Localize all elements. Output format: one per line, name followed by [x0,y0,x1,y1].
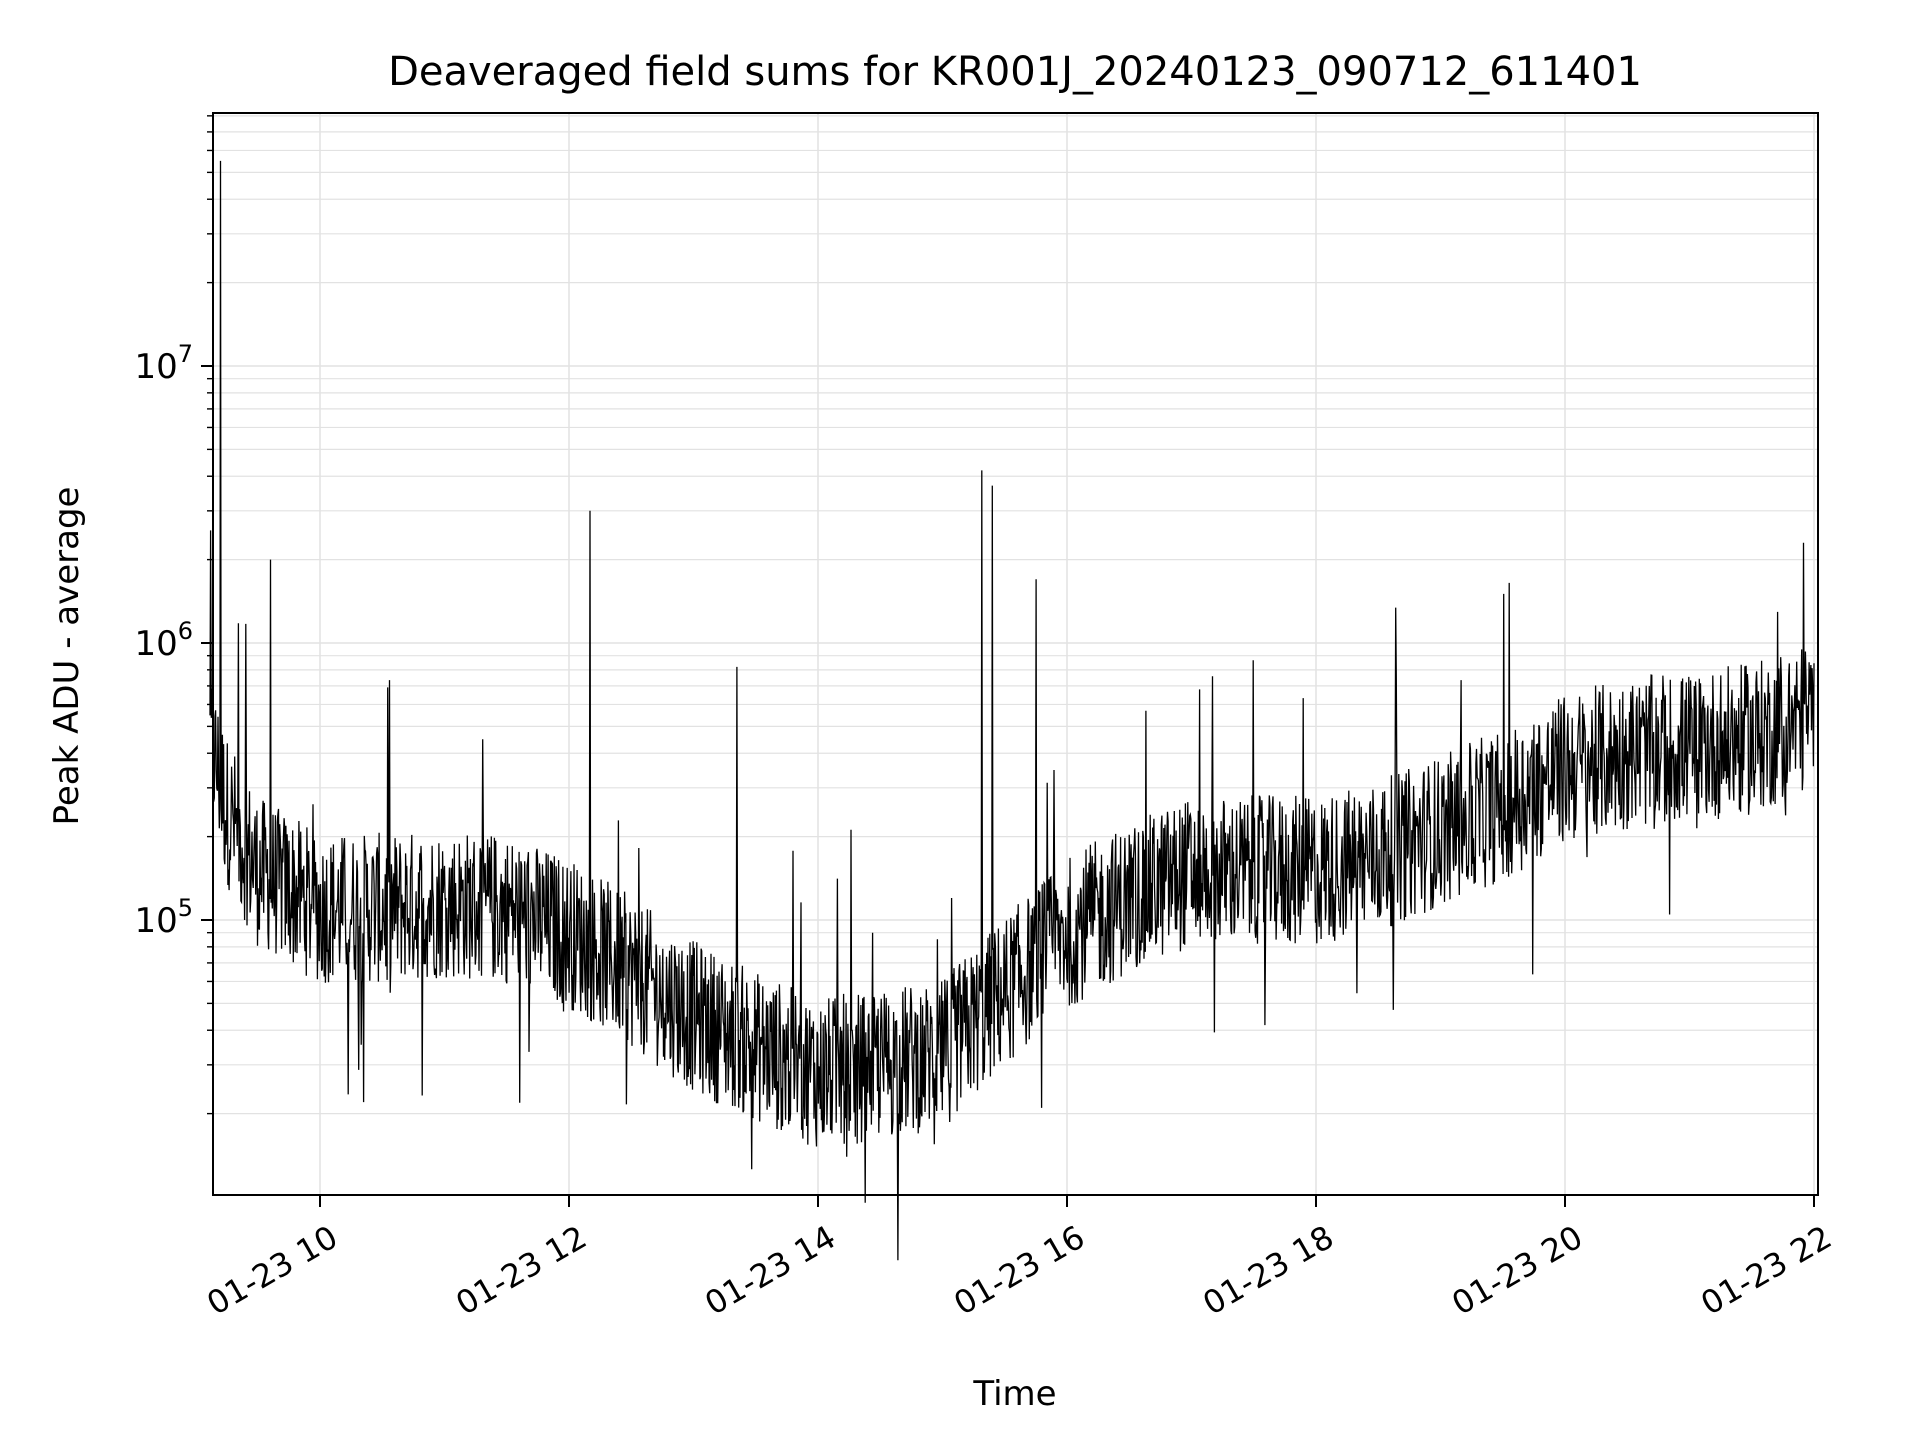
y-tick-label: 107 [134,340,193,387]
y-axis-ticks: 105 106 107 [134,115,213,1115]
y-axis-label: Peak ADU - average [47,487,87,826]
series-layer [209,160,1815,1261]
grid [213,113,1818,1195]
chart-title: Deaveraged field sums for KR001J_2024012… [388,49,1642,95]
x-axis-label: Time [972,1374,1056,1414]
series-line [209,160,1815,1261]
plot-frame [212,112,1819,1196]
y-tick-label: 105 [134,894,193,941]
y-tick-label: 106 [134,617,193,664]
